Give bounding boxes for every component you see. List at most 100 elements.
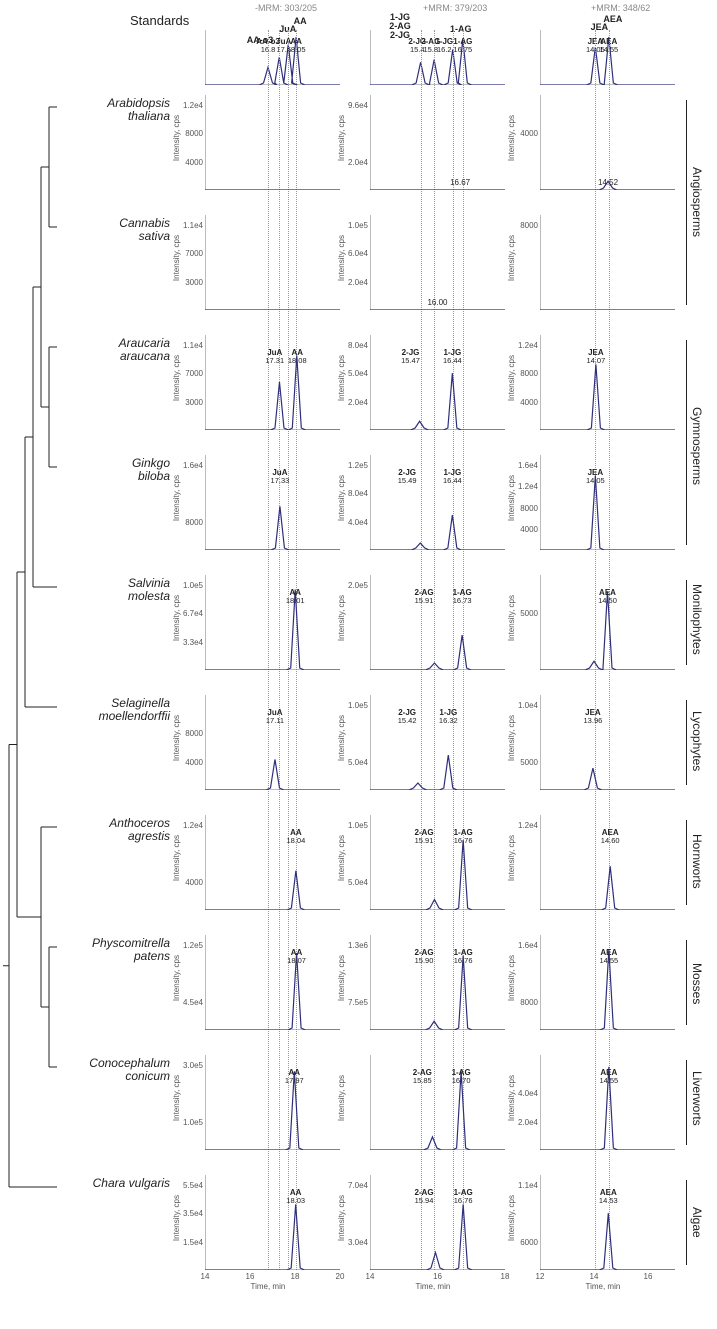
y-tick: 1.5e4 [178, 1238, 203, 1247]
group-label: Algae [690, 1207, 704, 1238]
y-tick: 4000 [178, 158, 203, 167]
y-tick: 4.0e4 [513, 1089, 538, 1098]
y-tick: 7.0e4 [343, 1181, 368, 1190]
peak-label: 2-AG15.90 [406, 949, 442, 965]
group-underline [686, 700, 687, 785]
group-label: Monilophytes [690, 584, 704, 655]
peak-label: 2-JG15.47 [393, 349, 429, 365]
chromatogram-panel [540, 95, 675, 190]
y-tick: 5000 [513, 609, 538, 618]
peak-label: 1-JG16.44 [434, 469, 470, 485]
group-label: Angiosperms [690, 167, 704, 237]
y-tick: 1.3e6 [343, 941, 368, 950]
y-tick: 5.5e4 [178, 1181, 203, 1190]
y-tick: 4000 [178, 878, 203, 887]
peak-label: 2-AG15.85 [404, 1069, 440, 1085]
peak-label: 1-AG16.70 [443, 1069, 479, 1085]
species-name: Selaginellamoellendorffii [55, 697, 170, 723]
group-underline [686, 1180, 687, 1265]
species-name: Araucariaaraucana [55, 337, 170, 363]
mrm-label-2: +MRM: 348/62 [591, 3, 650, 13]
chromatogram-panel [205, 95, 340, 190]
y-axis-label: Intensity, cps [172, 1075, 181, 1121]
y-tick: 1.2e4 [513, 821, 538, 830]
y-tick: 5000 [513, 758, 538, 767]
peak-label: 1-AG16.76 [445, 829, 481, 845]
peak-label: 1-JG16.32 [430, 709, 466, 725]
panel-svg [370, 215, 505, 310]
y-tick: 8000 [178, 129, 203, 138]
chromatogram-panel [205, 575, 340, 670]
y-tick: 4000 [513, 525, 538, 534]
standards-title: Standards [130, 13, 189, 28]
y-tick: 5.0e4 [343, 369, 368, 378]
peak-label: JuA17.11 [257, 709, 293, 725]
group-label: Lycophytes [690, 711, 704, 771]
peak-label: JEA13.96 [575, 709, 611, 725]
x-tick: 16 [242, 1272, 258, 1281]
x-tick: 16 [640, 1272, 656, 1281]
peak-label: 2-JG15.49 [389, 469, 425, 485]
y-tick: 7000 [178, 369, 203, 378]
y-axis-label: Intensity, cps [337, 115, 346, 161]
chromatogram-panel [205, 1055, 340, 1150]
y-axis-label: Intensity, cps [337, 1075, 346, 1121]
y-tick: 1.0e5 [178, 1118, 203, 1127]
peak-label: AA18.07 [279, 949, 315, 965]
y-tick: 4.0e4 [343, 518, 368, 527]
y-tick: 4000 [513, 129, 538, 138]
x-tick: 14 [197, 1272, 213, 1281]
y-tick: 3000 [178, 278, 203, 287]
standard-peak-label: 1-AG [441, 24, 481, 34]
panel-svg [205, 575, 340, 670]
y-tick: 2.0e5 [343, 581, 368, 590]
y-tick: 6.0e4 [343, 249, 368, 258]
x-tick: 14 [586, 1272, 602, 1281]
standard-peak-label: AEA [593, 14, 633, 24]
peak-label: 1-AG16.73 [444, 589, 480, 605]
rt-label: 14.52 [593, 178, 623, 187]
panel-svg [540, 215, 675, 310]
y-axis-label: Intensity, cps [172, 835, 181, 881]
y-tick: 1.2e4 [178, 821, 203, 830]
peak-label: JEA14.07 [578, 349, 614, 365]
chromatogram-panel [205, 1175, 340, 1270]
y-tick: 3.0e4 [343, 1238, 368, 1247]
panel-svg [205, 815, 340, 910]
group-label: Liverworts [690, 1071, 704, 1126]
y-axis-label: Intensity, cps [507, 235, 516, 281]
y-tick: 2.0e4 [343, 278, 368, 287]
y-tick: 8000 [513, 504, 538, 513]
panel-svg [205, 215, 340, 310]
species-name: Arabidopsisthaliana [55, 97, 170, 123]
x-tick: 16 [430, 1272, 446, 1281]
panel-svg [540, 95, 675, 190]
y-axis-label: Intensity, cps [337, 835, 346, 881]
panel-svg [370, 95, 505, 190]
y-tick: 3.0e5 [178, 1061, 203, 1070]
y-tick: 3.5e4 [178, 1209, 203, 1218]
y-axis-label: Intensity, cps [507, 955, 516, 1001]
species-name: Salviniamolesta [55, 577, 170, 603]
group-underline [686, 100, 687, 305]
group-label: Gymnosperms [690, 407, 704, 485]
y-tick: 3000 [178, 398, 203, 407]
peak-label: AA18.03 [278, 1189, 314, 1205]
y-tick: 8.0e4 [343, 489, 368, 498]
y-tick: 6000 [513, 1238, 538, 1247]
group-label: Hornworts [690, 834, 704, 889]
y-tick: 1.2e5 [178, 941, 203, 950]
group-underline [686, 340, 687, 545]
peak-label: 2-AG15.91 [406, 829, 442, 845]
y-tick: 1.1e4 [513, 1181, 538, 1190]
y-tick: 1.2e5 [343, 461, 368, 470]
y-axis-label: Intensity, cps [507, 835, 516, 881]
x-axis-label: Time, min [251, 1282, 286, 1291]
y-axis-label: Intensity, cps [172, 475, 181, 521]
x-tick: 12 [532, 1272, 548, 1281]
y-tick: 1.2e4 [513, 341, 538, 350]
y-axis-label: Intensity, cps [337, 1195, 346, 1241]
y-tick: 9.6e4 [343, 101, 368, 110]
y-tick: 1.6e4 [178, 461, 203, 470]
chromatogram-panel [370, 95, 505, 190]
